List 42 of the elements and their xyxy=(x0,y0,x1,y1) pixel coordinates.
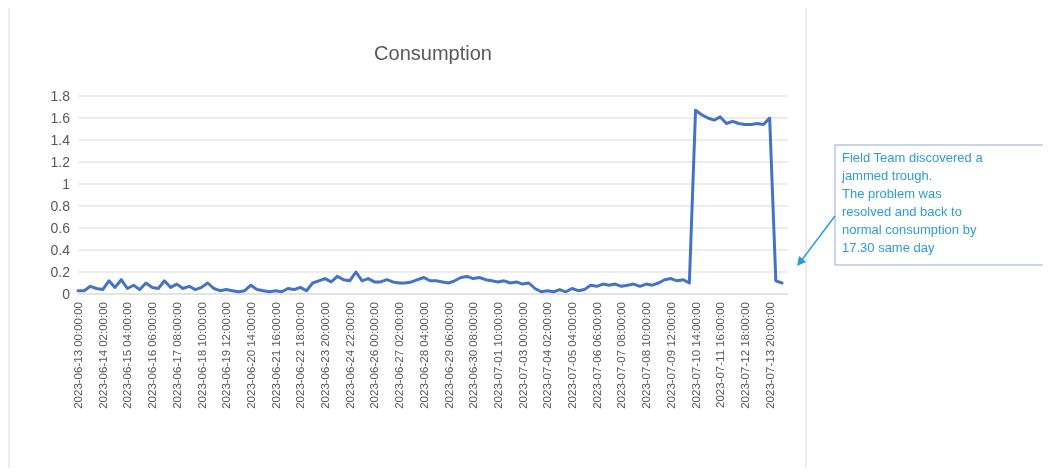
x-tick-label: 2023-07-07 08:00:00 xyxy=(615,302,628,409)
x-tick-label: 2023-07-13 20:00:00 xyxy=(763,302,776,409)
x-tick-label: 2023-06-14 02:00:00 xyxy=(96,302,109,409)
y-tick-label: 0.4 xyxy=(50,242,71,258)
x-tick-label: 2023-07-01 10:00:00 xyxy=(491,302,504,409)
x-tick-label: 2023-06-22 18:00:00 xyxy=(294,302,307,409)
x-tick-label: 2023-07-12 18:00:00 xyxy=(738,302,751,409)
x-tick-label: 2023-06-17 08:00:00 xyxy=(170,302,183,409)
y-tick-label: 1.6 xyxy=(50,110,71,126)
x-tick-label: 2023-06-29 06:00:00 xyxy=(442,302,455,409)
line-series xyxy=(76,108,784,294)
y-tick-label: 0.8 xyxy=(50,198,71,214)
x-tick-label: 2023-06-21 16:00:00 xyxy=(269,302,282,409)
x-tick-label: 2023-07-10 14:00:00 xyxy=(689,302,702,409)
x-tick-label: 2023-06-28 04:00:00 xyxy=(417,302,430,409)
x-tick-label: 2023-07-04 02:00:00 xyxy=(541,302,554,409)
x-tick-label: 2023-06-20 14:00:00 xyxy=(244,302,257,409)
x-tick-label: 2023-06-30 08:00:00 xyxy=(467,302,480,409)
x-tick-label: 2023-07-09 12:00:00 xyxy=(664,302,677,409)
chart-title: Consumption xyxy=(374,42,492,64)
x-tick-label: 2023-06-16 06:00:00 xyxy=(146,302,159,409)
y-tick-label: 1 xyxy=(62,176,71,192)
x-tick-label: 2023-06-23 20:00:00 xyxy=(319,302,332,409)
y-tick-label: 1.2 xyxy=(50,154,71,170)
x-tick-label: 2023-06-24 22:00:00 xyxy=(343,302,356,409)
x-tick-label: 2023-06-26 00:00:00 xyxy=(368,302,381,409)
x-tick-label: 2023-07-03 00:00:00 xyxy=(516,302,529,409)
x-tick-label: 2023-07-06 06:00:00 xyxy=(590,302,603,409)
y-tick-label: 1.8 xyxy=(50,88,71,104)
y-tick-label: 1.4 xyxy=(50,132,71,148)
y-tick-label: 0.6 xyxy=(50,220,71,236)
x-tick-label: 2023-06-27 02:00:00 xyxy=(393,302,406,409)
x-tick-label: 2023-07-05 04:00:00 xyxy=(566,302,579,409)
y-tick-label: 0.2 xyxy=(50,264,71,280)
x-tick-label: 2023-07-08 10:00:00 xyxy=(640,302,653,409)
x-tick-label: 2023-06-15 04:00:00 xyxy=(121,302,134,409)
x-tick-label: 2023-06-13 00:00:00 xyxy=(72,302,84,409)
x-tick-label: 2023-06-19 12:00:00 xyxy=(220,302,233,409)
y-tick-label: 0 xyxy=(62,286,71,302)
x-tick-label: 2023-06-18 10:00:00 xyxy=(195,302,208,409)
text: Field Team discovered a jammed trough. The problem was resolved and back to normal consumption by 17.30 same day xyxy=(841,150,984,255)
x-tick-label: 2023-07-11 16:00:00 xyxy=(714,302,727,408)
